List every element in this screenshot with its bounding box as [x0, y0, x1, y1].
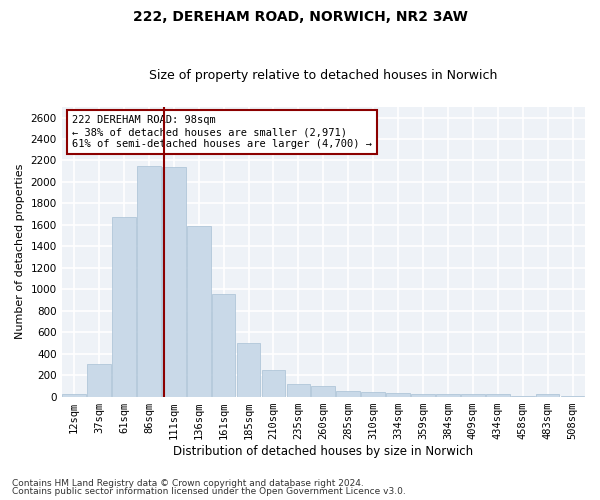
Bar [237, 343, 260, 396]
Text: 222 DEREHAM ROAD: 98sqm
← 38% of detached houses are smaller (2,971)
61% of semi: 222 DEREHAM ROAD: 98sqm ← 38% of detache… [72, 116, 372, 148]
Y-axis label: Number of detached properties: Number of detached properties [15, 164, 25, 340]
Bar [187, 226, 211, 396]
Bar [287, 384, 310, 396]
Bar [311, 386, 335, 396]
Title: Size of property relative to detached houses in Norwich: Size of property relative to detached ho… [149, 69, 497, 82]
Bar [137, 166, 161, 396]
Bar [112, 218, 136, 396]
Bar [262, 370, 286, 396]
Bar [87, 364, 111, 396]
Bar [361, 392, 385, 396]
Bar [62, 394, 86, 396]
Bar [486, 394, 509, 396]
Bar [411, 394, 435, 396]
X-axis label: Distribution of detached houses by size in Norwich: Distribution of detached houses by size … [173, 444, 473, 458]
Text: 222, DEREHAM ROAD, NORWICH, NR2 3AW: 222, DEREHAM ROAD, NORWICH, NR2 3AW [133, 10, 467, 24]
Bar [337, 391, 360, 396]
Text: Contains HM Land Registry data © Crown copyright and database right 2024.: Contains HM Land Registry data © Crown c… [12, 478, 364, 488]
Bar [436, 394, 460, 396]
Bar [386, 393, 410, 396]
Text: Contains public sector information licensed under the Open Government Licence v3: Contains public sector information licen… [12, 487, 406, 496]
Bar [162, 167, 185, 396]
Bar [212, 294, 235, 397]
Bar [536, 394, 559, 396]
Bar [461, 394, 485, 396]
